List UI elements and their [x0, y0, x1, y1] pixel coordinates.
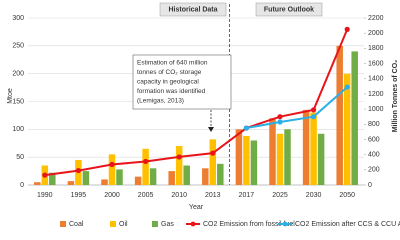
- future-label: Future Outlook: [264, 6, 314, 13]
- x-tick-label: 2000: [104, 192, 120, 199]
- line-marker: [42, 172, 48, 178]
- bar: [101, 179, 108, 185]
- bar: [202, 168, 209, 185]
- line-marker: [75, 167, 81, 174]
- y-tick-label: 0: [20, 182, 24, 189]
- bar: [302, 109, 310, 185]
- y2-tick-label: 1600: [368, 60, 384, 67]
- line-marker: [243, 125, 249, 131]
- line-marker: [311, 107, 317, 113]
- note-line: tonnes of CO₂ storage: [137, 69, 202, 76]
- bar: [175, 146, 183, 185]
- line-marker: [311, 114, 317, 120]
- bar: [336, 45, 343, 186]
- x-tick-label: 2030: [306, 192, 322, 199]
- y2-tick-label: 400: [368, 151, 380, 158]
- bar: [235, 129, 243, 185]
- bar: [67, 181, 75, 185]
- legend-marker: [282, 221, 288, 227]
- legend-swatch: [110, 221, 116, 227]
- line-marker: [277, 114, 283, 120]
- x-tick-label: 1995: [71, 192, 87, 199]
- y-tick-label: 250: [12, 43, 24, 50]
- bar: [49, 172, 56, 185]
- bar: [209, 139, 217, 185]
- x-tick-label: 2050: [339, 192, 355, 199]
- line: [44, 29, 349, 177]
- x-tick-label: 2013: [205, 192, 221, 199]
- bar: [351, 51, 358, 186]
- bar: [284, 129, 291, 185]
- y2-tick-label: 0: [368, 182, 372, 189]
- line-marker: [109, 161, 115, 168]
- bar: [243, 136, 250, 185]
- note-line: capacity in geological: [137, 79, 199, 86]
- y-tick-label: 50: [16, 154, 24, 161]
- line-marker: [176, 154, 182, 160]
- line-marker: [344, 84, 350, 90]
- future-box: [255, 2, 323, 17]
- bar: [269, 118, 276, 185]
- x-tick-label: 2010: [171, 192, 187, 199]
- bar: [250, 140, 258, 185]
- y2-tick-label: 1400: [368, 76, 384, 83]
- y2-tick-label: 800: [368, 121, 380, 128]
- y-tick-label: 150: [12, 98, 24, 105]
- bar: [134, 176, 142, 185]
- legend-label: Oil: [119, 221, 128, 228]
- line-marker: [210, 150, 216, 156]
- line: [246, 86, 348, 130]
- bar: [149, 168, 157, 185]
- y2-tick-label: 600: [368, 136, 380, 143]
- bar: [183, 165, 190, 185]
- legend-label: Coal: [69, 221, 84, 228]
- bar: [82, 171, 90, 185]
- bar: [108, 154, 116, 185]
- legend-swatch: [152, 221, 158, 227]
- bar: [317, 133, 325, 185]
- y2-tick-label: 1200: [368, 91, 384, 98]
- bar: [217, 163, 224, 185]
- bar: [116, 169, 123, 185]
- y-axis-title: Mtoe: [7, 88, 14, 104]
- x-tick-label: 2025: [272, 192, 288, 199]
- y-tick-label: 100: [12, 126, 24, 133]
- y2-tick-label: 1000: [368, 106, 384, 113]
- y2-tick-label: 2000: [368, 30, 384, 37]
- historical-label: Historical Data: [168, 6, 217, 13]
- bar: [343, 73, 351, 185]
- x-axis-title: Year: [189, 204, 204, 211]
- y2-tick-label: 1800: [368, 45, 384, 52]
- legend-label: CO2 Emission from fossil fuel: [203, 221, 295, 228]
- x-tick-label: 2005: [138, 192, 154, 199]
- historical-box: [159, 2, 227, 17]
- chart: Historical Data Future Outlook Mtoe Mill…: [7, 2, 400, 228]
- y-tick-label: 300: [12, 15, 24, 22]
- line-marker: [277, 119, 283, 125]
- legend-label: CO2 Emission after CCS & CCU Applied: [295, 221, 400, 228]
- note-box: [132, 54, 232, 110]
- y2-tick-label: 200: [368, 167, 380, 174]
- y2-tick-label: 2200: [368, 15, 384, 22]
- bar: [34, 182, 41, 185]
- bar: [310, 112, 317, 185]
- line-marker: [143, 158, 149, 165]
- line-marker: [344, 26, 350, 32]
- note-line: Estimation of 640 million: [137, 60, 208, 67]
- note-line: (Lemigas, 2013): [137, 98, 184, 105]
- note-arrowhead: [208, 127, 214, 132]
- bar: [276, 133, 284, 185]
- legend-swatch: [60, 221, 66, 227]
- legend-marker: [190, 221, 196, 227]
- legend-label: Gas: [161, 221, 174, 228]
- bar: [142, 148, 149, 185]
- y-tick-label: 200: [12, 71, 24, 78]
- x-tick-label: 1990: [37, 192, 53, 199]
- x-tick-label: 2017: [239, 192, 255, 199]
- bar: [168, 171, 175, 185]
- y2-axis-title: Million Tonnes of CO₂: [392, 60, 399, 133]
- note-line: formation was identified: [137, 88, 206, 95]
